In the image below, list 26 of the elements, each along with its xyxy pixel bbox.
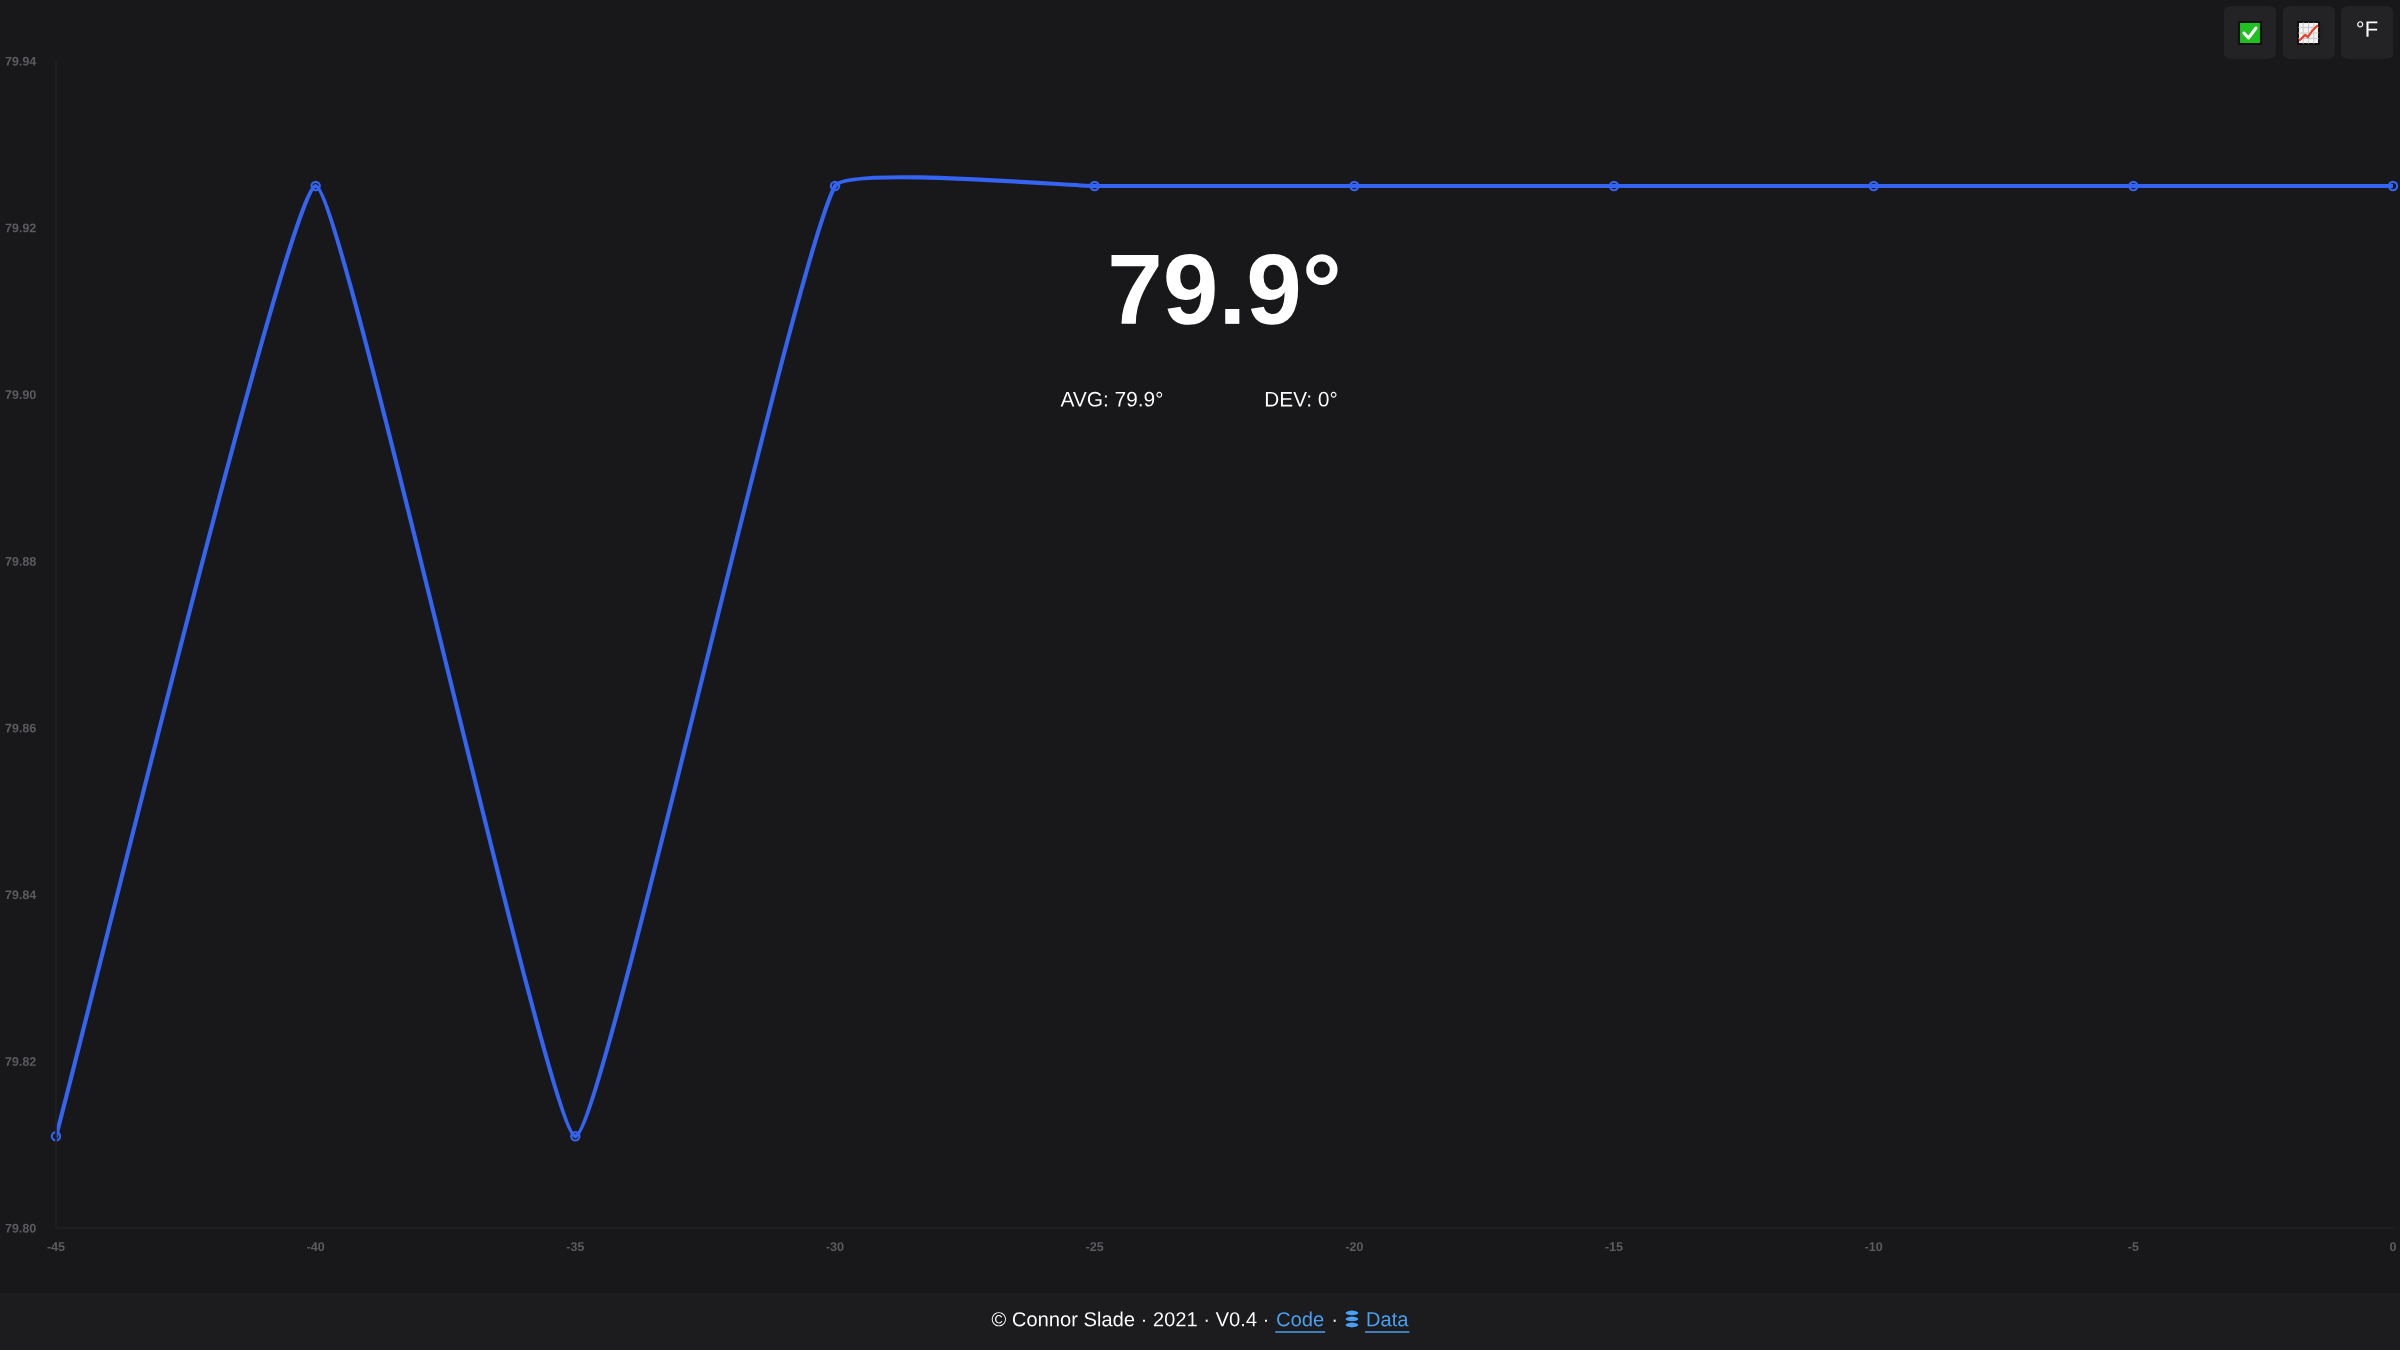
x-tick-label: -20	[1345, 1242, 1363, 1252]
y-tick-label: 79.92	[5, 223, 36, 233]
x-tick-label: -10	[1865, 1242, 1883, 1252]
x-tick-label: -45	[47, 1242, 65, 1252]
x-tick-label: -40	[307, 1242, 325, 1252]
y-tick-label: 79.94	[5, 56, 37, 66]
x-tick-label: -35	[566, 1242, 585, 1252]
annotation: 79.9°	[1111, 254, 1338, 325]
text: © Connor Slade · 2021 · V0.4 ·	[991, 1311, 1267, 1327]
y-tick-label: 79.84	[5, 890, 37, 900]
text: Data	[1367, 1312, 1409, 1327]
annotation: AVG: 79.9°	[1060, 391, 1163, 407]
y-tick-label: 79.80	[5, 1223, 36, 1233]
x-tick-label: -5	[2128, 1242, 2139, 1252]
y-tick-label: 79.90	[5, 390, 36, 400]
x-tick-label: 0	[2390, 1242, 2396, 1252]
annotation: DEV: 0°	[1265, 391, 1337, 407]
text: ·	[1333, 1319, 1336, 1322]
x-tick-label: -25	[1086, 1242, 1104, 1252]
y-tick-label: 79.82	[5, 1057, 36, 1066]
x-tick-label: -30	[826, 1242, 844, 1252]
y-tick-label: 79.88	[5, 556, 36, 566]
x-tick-label: -15	[1605, 1242, 1623, 1252]
text: °F	[2357, 21, 2378, 37]
text: Code	[1277, 1311, 1324, 1327]
y-tick-label: 79.86	[5, 723, 36, 733]
